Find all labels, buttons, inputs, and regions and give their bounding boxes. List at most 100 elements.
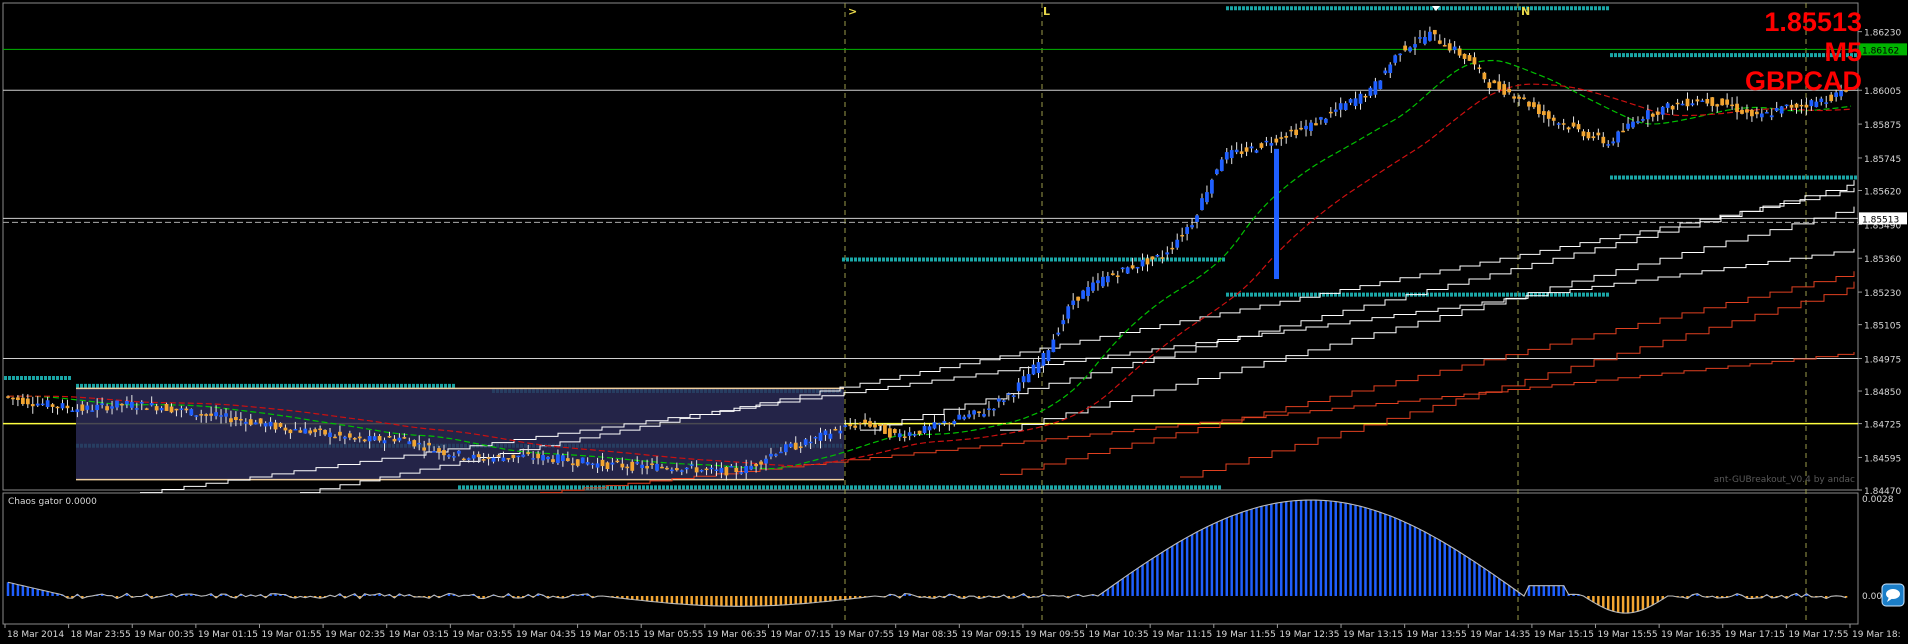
candle[interactable]: [590, 462, 595, 469]
candle[interactable]: [1105, 271, 1110, 287]
candle[interactable]: [16, 395, 20, 407]
candle[interactable]: [1175, 233, 1180, 250]
candle[interactable]: [828, 429, 833, 442]
candle[interactable]: [347, 430, 352, 441]
candle[interactable]: [169, 403, 174, 414]
candle[interactable]: [50, 403, 55, 413]
candle[interactable]: [129, 395, 134, 410]
candle[interactable]: [1834, 89, 1839, 102]
candle[interactable]: [689, 461, 694, 469]
candle[interactable]: [174, 408, 179, 417]
candle[interactable]: [570, 457, 575, 472]
candle[interactable]: [367, 430, 372, 449]
candle[interactable]: [437, 445, 441, 460]
candle[interactable]: [1641, 116, 1645, 123]
candle[interactable]: [1076, 296, 1081, 309]
candle[interactable]: [1690, 99, 1695, 107]
candle[interactable]: [1135, 266, 1140, 274]
candle[interactable]: [343, 435, 347, 445]
candle[interactable]: [30, 396, 35, 414]
candle[interactable]: [1061, 314, 1066, 332]
candle[interactable]: [1487, 78, 1492, 95]
candle[interactable]: [1779, 105, 1784, 118]
candle[interactable]: [1541, 104, 1546, 123]
candle[interactable]: [818, 427, 823, 449]
candle[interactable]: [80, 401, 85, 415]
candle[interactable]: [308, 427, 313, 436]
candle[interactable]: [1650, 112, 1655, 122]
candle[interactable]: [1398, 53, 1403, 62]
candle[interactable]: [1497, 74, 1502, 93]
candle[interactable]: [209, 406, 214, 422]
candle[interactable]: [754, 462, 758, 473]
candle[interactable]: [352, 437, 357, 442]
candle[interactable]: [1432, 29, 1437, 41]
candle[interactable]: [1358, 91, 1363, 110]
candle[interactable]: [1195, 214, 1199, 229]
candle[interactable]: [1799, 99, 1804, 114]
candle[interactable]: [466, 457, 471, 463]
candle[interactable]: [902, 430, 907, 442]
candle[interactable]: [1096, 273, 1100, 291]
candle[interactable]: [1249, 142, 1254, 153]
candle[interactable]: [417, 435, 422, 451]
candle[interactable]: [338, 425, 342, 442]
candle[interactable]: [1745, 104, 1749, 120]
candle[interactable]: [402, 433, 407, 439]
candle[interactable]: [333, 434, 337, 439]
candle[interactable]: [749, 460, 754, 471]
candle[interactable]: [70, 406, 75, 412]
candle[interactable]: [798, 441, 803, 453]
candle[interactable]: [803, 437, 808, 447]
candle[interactable]: [1299, 120, 1303, 131]
candle[interactable]: [1120, 267, 1125, 273]
candle[interactable]: [1041, 351, 1046, 373]
candle[interactable]: [912, 431, 917, 438]
candle[interactable]: [154, 403, 159, 415]
candle[interactable]: [982, 408, 986, 418]
candle[interactable]: [1452, 41, 1457, 54]
candle[interactable]: [1264, 136, 1269, 147]
candle[interactable]: [506, 458, 511, 463]
candle[interactable]: [90, 404, 95, 412]
candle[interactable]: [293, 421, 298, 431]
candle[interactable]: [734, 462, 739, 480]
candle[interactable]: [387, 431, 392, 438]
candle[interactable]: [496, 453, 501, 462]
candle[interactable]: [1804, 97, 1809, 115]
candle[interactable]: [432, 446, 436, 453]
candle[interactable]: [1606, 140, 1611, 148]
candle[interactable]: [1190, 218, 1194, 230]
candle[interactable]: [85, 402, 90, 414]
candle[interactable]: [1091, 276, 1095, 293]
candle[interactable]: [546, 456, 550, 463]
candle[interactable]: [952, 419, 957, 427]
candle[interactable]: [392, 435, 397, 444]
candle[interactable]: [382, 437, 387, 451]
candle[interactable]: [620, 457, 625, 471]
candle[interactable]: [1378, 80, 1383, 90]
candle[interactable]: [1026, 366, 1031, 383]
candle[interactable]: [1150, 256, 1155, 267]
candle[interactable]: [541, 450, 545, 466]
candle[interactable]: [1655, 107, 1660, 122]
candle[interactable]: [1502, 80, 1507, 98]
candle[interactable]: [823, 429, 828, 441]
candle[interactable]: [481, 452, 486, 463]
candle[interactable]: [1660, 105, 1665, 120]
candle[interactable]: [263, 421, 268, 433]
candle[interactable]: [95, 398, 100, 418]
candle[interactable]: [1259, 142, 1264, 150]
candle[interactable]: [1224, 147, 1229, 164]
candle[interactable]: [684, 467, 689, 474]
candle[interactable]: [883, 423, 887, 435]
candle[interactable]: [1011, 393, 1016, 403]
candle[interactable]: [1715, 103, 1720, 113]
candle[interactable]: [243, 418, 248, 432]
candle[interactable]: [1740, 106, 1744, 115]
candle[interactable]: [1130, 257, 1135, 270]
candle[interactable]: [630, 459, 635, 474]
candle[interactable]: [1214, 168, 1219, 176]
candle[interactable]: [892, 428, 897, 436]
candle[interactable]: [486, 453, 491, 466]
